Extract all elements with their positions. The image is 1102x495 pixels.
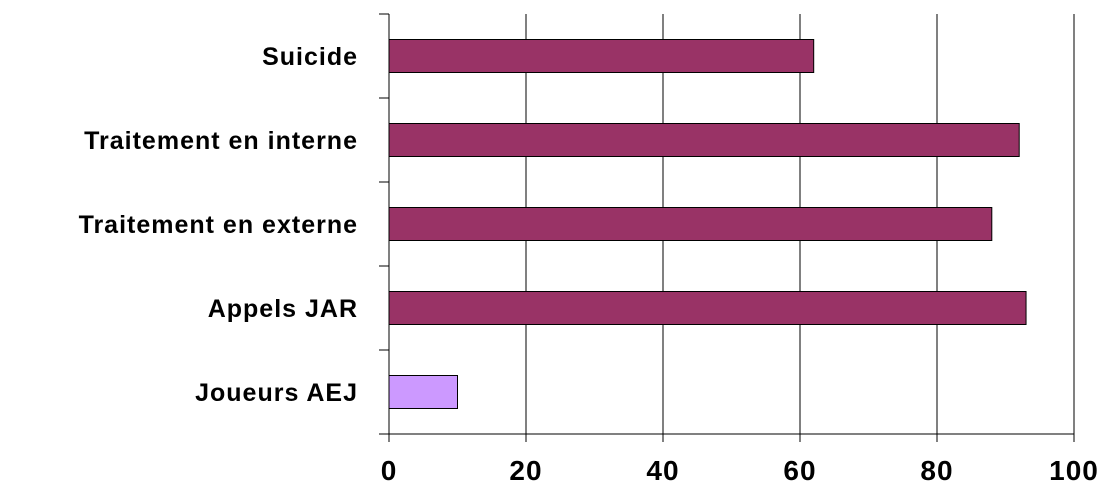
bar-traitement-en-interne bbox=[388, 123, 1020, 157]
category-label: Appels JAR bbox=[208, 295, 358, 323]
bar-joueurs-aej bbox=[388, 375, 458, 409]
category-label: Traitement en externe bbox=[79, 211, 358, 239]
bar-suicide bbox=[388, 39, 815, 73]
x-tick-label: 80 bbox=[920, 455, 953, 486]
axes bbox=[379, 13, 1075, 442]
category-label: Suicide bbox=[262, 43, 358, 71]
bar-traitement-en-externe bbox=[388, 207, 993, 241]
category-label: Traitement en interne bbox=[84, 127, 358, 155]
x-tick-label: 60 bbox=[783, 455, 816, 486]
x-tick-label: 0 bbox=[381, 455, 398, 486]
category-label: Joueurs AEJ bbox=[195, 379, 358, 407]
labels: 0 20 40 60 80 100 Suicide Traitement en interne… bbox=[79, 43, 1099, 486]
x-tick-label: 100 bbox=[1049, 455, 1099, 486]
bar-appels-jar bbox=[388, 291, 1027, 325]
x-tick-label: 20 bbox=[509, 455, 542, 486]
bars bbox=[388, 39, 1027, 409]
x-tick-label: 40 bbox=[646, 455, 679, 486]
